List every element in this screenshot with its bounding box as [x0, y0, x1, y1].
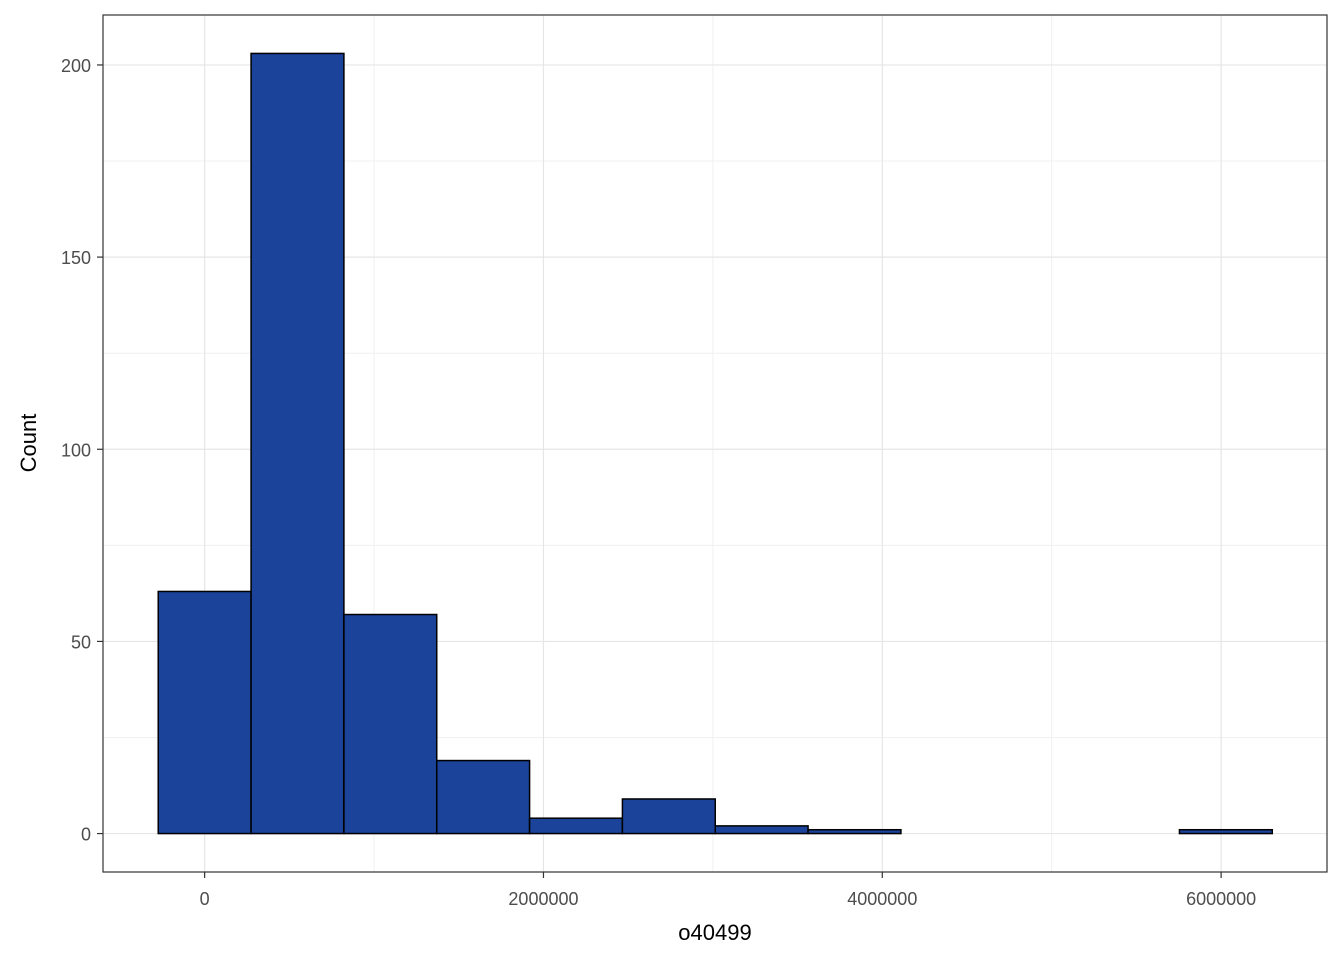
bar: [250, 52, 345, 835]
x-tick-label: 0: [200, 889, 210, 909]
bar: [528, 817, 624, 835]
y-tick-label: 50: [71, 632, 91, 652]
y-tick-label: 0: [81, 825, 91, 845]
bar: [621, 798, 717, 835]
bar: [157, 590, 252, 835]
bar: [1178, 828, 1274, 835]
bar: [435, 759, 531, 835]
bar: [807, 828, 902, 835]
y-tick-label: 150: [61, 248, 91, 268]
y-tick-label: 100: [61, 440, 91, 460]
x-tick-label: 4000000: [847, 889, 917, 909]
bar: [714, 825, 809, 835]
x-tick-label: 2000000: [508, 889, 578, 909]
x-tick-label: 6000000: [1186, 889, 1256, 909]
y-tick-label: 200: [61, 56, 91, 76]
y-axis-title: Count: [16, 414, 41, 473]
bar: [343, 613, 438, 835]
x-axis-title: o40499: [678, 920, 751, 945]
panel-border: [102, 14, 1328, 873]
